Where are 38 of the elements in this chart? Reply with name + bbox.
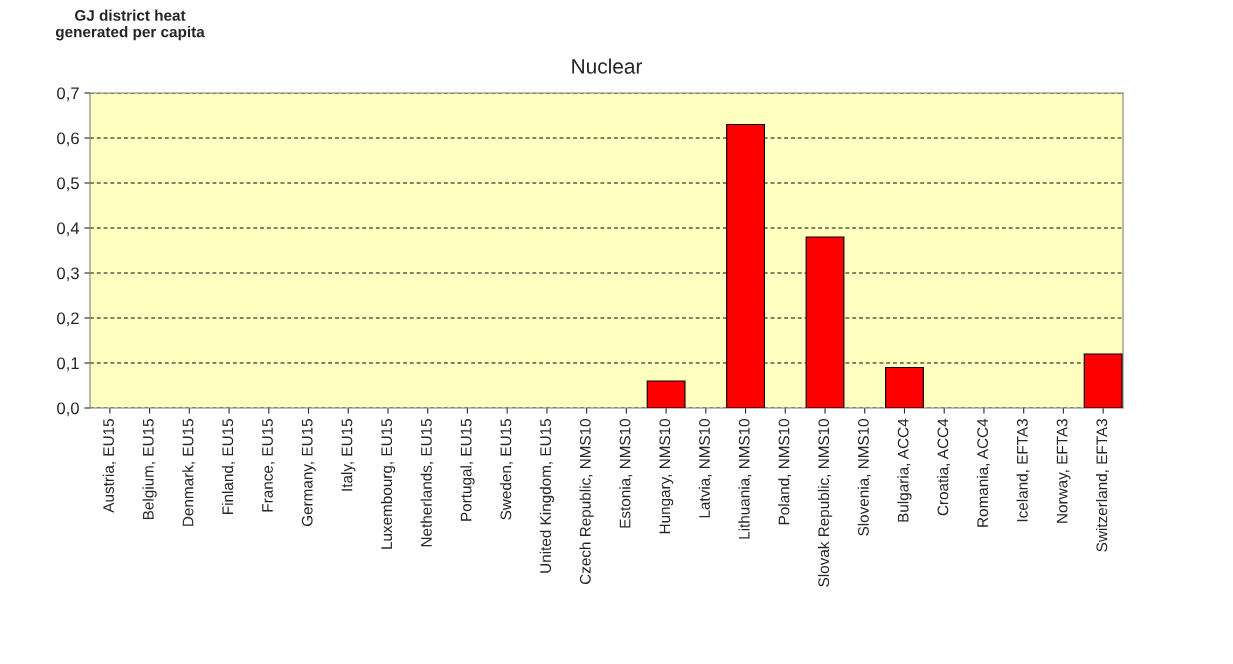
- y-tick-label: 0,6: [57, 132, 79, 147]
- x-tick-label: Romania, ACC4: [976, 418, 990, 527]
- x-tick-label: Slovak Republic, NMS10: [817, 419, 833, 587]
- y-tick-label: 0,3: [57, 267, 79, 282]
- y-axis-title: GJ district heat generated per capita: [55, 9, 205, 41]
- chart-title: Nuclear: [572, 58, 643, 74]
- x-tick-label: Norway, EFTA3: [1056, 419, 1071, 523]
- x-tick-label: Estonia, NMS10: [619, 419, 633, 528]
- x-tick-label: Denmark, EU15: [182, 419, 196, 526]
- x-tick-label: Hungary, NMS10: [659, 419, 674, 534]
- x-tick-label: Luxembourg, EU15: [380, 419, 396, 549]
- x-tick-label: Belgium, EU15: [142, 419, 157, 520]
- bar: [646, 380, 686, 408]
- y-tick-label: 0,7: [57, 87, 79, 102]
- y-tick-label: 0,0: [57, 402, 79, 417]
- x-tick-label: France, EU15: [262, 419, 275, 512]
- x-tick-label: Sweden, EU15: [500, 419, 514, 520]
- y-tick-label: 0,4: [57, 222, 80, 237]
- x-tick-label: Austria, EU15: [102, 419, 116, 513]
- x-tick-label: United Kingdom, EU15: [539, 419, 555, 573]
- x-tick-label: Germany, EU15: [301, 419, 316, 527]
- x-tick-label: Switzerland, EFTA3: [1096, 419, 1110, 552]
- x-tick-label: Iceland, EFTA3: [1016, 419, 1030, 522]
- y-tick-label: 0,1: [57, 357, 79, 372]
- x-tick-label: Bulgaria, ACC4: [897, 418, 912, 522]
- bar: [885, 366, 924, 408]
- x-tick-label: Italy, EU15: [341, 419, 356, 491]
- x-tick-label: Portugal, EU15: [460, 419, 475, 521]
- x-tick-label: Croatia, ACC4: [937, 418, 951, 516]
- y-tick-label: 0,5: [57, 177, 79, 192]
- x-tick-label: Czech Republic, NMS10: [579, 419, 594, 585]
- y-tick-label: 0,2: [57, 312, 79, 327]
- x-tick-label: Latvia, NMS10: [698, 419, 712, 518]
- x-tick-label: Poland, NMS10: [778, 419, 792, 525]
- x-tick-label: Netherlands, EU15: [420, 419, 434, 547]
- x-tick-label: Slovenia, NMS10: [857, 419, 871, 536]
- x-tick-label: Finland, EU15: [221, 419, 235, 514]
- x-tick-label: Lithuania, NMS10: [738, 419, 752, 539]
